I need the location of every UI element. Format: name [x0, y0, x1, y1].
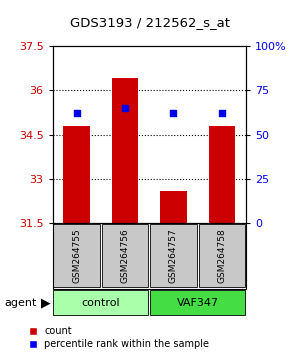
- Bar: [53, 290, 148, 315]
- Text: GDS3193 / 212562_s_at: GDS3193 / 212562_s_at: [70, 16, 230, 29]
- Text: GSM264758: GSM264758: [217, 228, 226, 283]
- Point: [219, 110, 224, 116]
- Bar: [160, 190, 187, 223]
- Point: [171, 110, 176, 116]
- Point: [74, 110, 79, 116]
- Text: control: control: [82, 298, 120, 308]
- Text: agent: agent: [4, 298, 37, 308]
- Bar: [150, 290, 245, 315]
- Bar: [63, 126, 90, 223]
- Bar: [208, 126, 235, 223]
- Text: GSM264757: GSM264757: [169, 228, 178, 283]
- Bar: [150, 224, 197, 287]
- Bar: [112, 79, 138, 223]
- Bar: [102, 224, 148, 287]
- Text: GSM264756: GSM264756: [121, 228, 130, 283]
- Point: [123, 105, 128, 111]
- Text: ▶: ▶: [40, 296, 50, 309]
- Text: VAF347: VAF347: [177, 298, 219, 308]
- Bar: [53, 224, 100, 287]
- Text: GSM264755: GSM264755: [72, 228, 81, 283]
- Bar: [199, 224, 245, 287]
- Legend: count, percentile rank within the sample: count, percentile rank within the sample: [29, 326, 209, 349]
